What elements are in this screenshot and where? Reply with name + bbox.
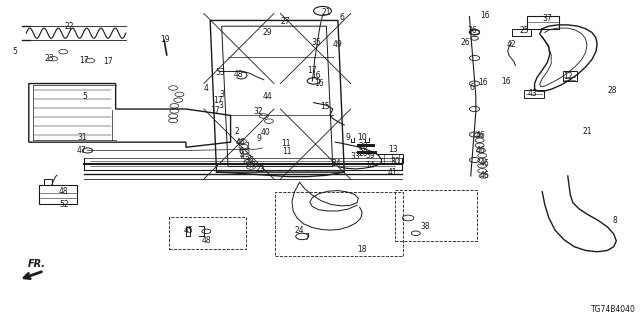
Text: 3: 3 [218, 101, 223, 110]
Text: 46: 46 [480, 172, 490, 180]
Text: 46: 46 [476, 146, 486, 155]
Text: 41: 41 [388, 168, 397, 177]
Text: 53: 53 [216, 68, 225, 76]
Text: 29: 29 [263, 28, 273, 37]
Bar [563, 71, 577, 81]
Text: 6: 6 [470, 84, 474, 92]
Text: 22: 22 [65, 22, 74, 31]
Text: 7: 7 [305, 233, 310, 242]
Text: 39: 39 [365, 151, 374, 160]
Text: 40: 40 [260, 128, 270, 137]
Text: 16: 16 [479, 78, 488, 87]
Bar [39, 185, 77, 204]
Bar [357, 151, 378, 154]
Text: 33: 33 [351, 152, 360, 161]
Text: 18: 18 [357, 245, 367, 254]
Bar [527, 16, 559, 29]
Text: 35: 35 [311, 38, 321, 47]
Text: 45: 45 [184, 226, 193, 235]
Text: 6: 6 [238, 147, 243, 156]
Text: 52: 52 [60, 200, 69, 209]
Text: 16: 16 [314, 79, 324, 88]
Text: 21: 21 [322, 8, 331, 17]
Text: 12: 12 [563, 72, 573, 81]
Text: 30: 30 [390, 157, 400, 166]
Bar [511, 29, 531, 36]
Text: 36: 36 [245, 156, 255, 165]
Text: 47: 47 [246, 161, 256, 170]
Text: 24: 24 [295, 226, 305, 235]
Text: 5: 5 [83, 92, 88, 101]
Text: 20: 20 [358, 149, 368, 158]
Bar [524, 90, 543, 98]
Text: 34: 34 [332, 159, 342, 168]
Text: 48: 48 [202, 236, 211, 245]
Text: 46: 46 [236, 138, 246, 147]
Text: 17: 17 [79, 56, 88, 65]
Text: 48: 48 [58, 187, 68, 196]
Text: 5: 5 [12, 47, 17, 56]
Text: 8: 8 [612, 216, 618, 225]
Bar [396, 190, 477, 241]
Text: 6: 6 [340, 13, 345, 22]
Text: 25: 25 [520, 26, 529, 35]
Text: 3: 3 [220, 90, 224, 99]
Text: FR.: FR. [28, 259, 45, 269]
Text: 11: 11 [282, 147, 292, 156]
Text: 9: 9 [346, 133, 351, 142]
Text: 48: 48 [234, 70, 243, 79]
Text: 46: 46 [480, 159, 490, 168]
Bar [357, 144, 375, 147]
Text: 47: 47 [76, 146, 86, 155]
Text: 9: 9 [256, 134, 261, 143]
Text: 17: 17 [211, 106, 220, 115]
Text: 14: 14 [365, 161, 374, 170]
Text: 4: 4 [204, 84, 209, 93]
Text: 43: 43 [527, 89, 537, 98]
Text: 23: 23 [255, 165, 265, 174]
Text: 28: 28 [608, 86, 617, 95]
Text: 36: 36 [467, 26, 477, 35]
Text: 32: 32 [254, 107, 264, 116]
Text: 16: 16 [311, 71, 321, 80]
Text: 31: 31 [77, 132, 87, 141]
Text: 19: 19 [161, 35, 170, 44]
Text: 37: 37 [543, 14, 552, 23]
Text: 21: 21 [582, 127, 592, 136]
Bar [170, 217, 246, 249]
Text: TG74B4040: TG74B4040 [591, 305, 636, 314]
Text: 20: 20 [358, 142, 368, 151]
Text: 44: 44 [263, 92, 273, 101]
Text: 17: 17 [103, 57, 113, 66]
Text: 10: 10 [357, 132, 367, 141]
Text: 1: 1 [245, 142, 250, 151]
Text: 17: 17 [308, 66, 317, 75]
Text: 16: 16 [480, 12, 490, 20]
Text: 16: 16 [502, 77, 511, 86]
Text: 26: 26 [461, 38, 470, 47]
Text: 11: 11 [281, 139, 291, 148]
Text: 17: 17 [213, 96, 223, 105]
Text: 27: 27 [280, 17, 290, 26]
Text: 4: 4 [239, 151, 244, 160]
Text: 15: 15 [320, 102, 330, 111]
Text: 23: 23 [44, 53, 54, 62]
Text: 38: 38 [420, 222, 429, 231]
Text: 2: 2 [235, 127, 239, 136]
Text: 49: 49 [333, 40, 343, 49]
Text: 42: 42 [507, 40, 516, 49]
Text: 46: 46 [476, 131, 486, 140]
Text: 13: 13 [388, 145, 397, 154]
Bar [275, 192, 403, 256]
